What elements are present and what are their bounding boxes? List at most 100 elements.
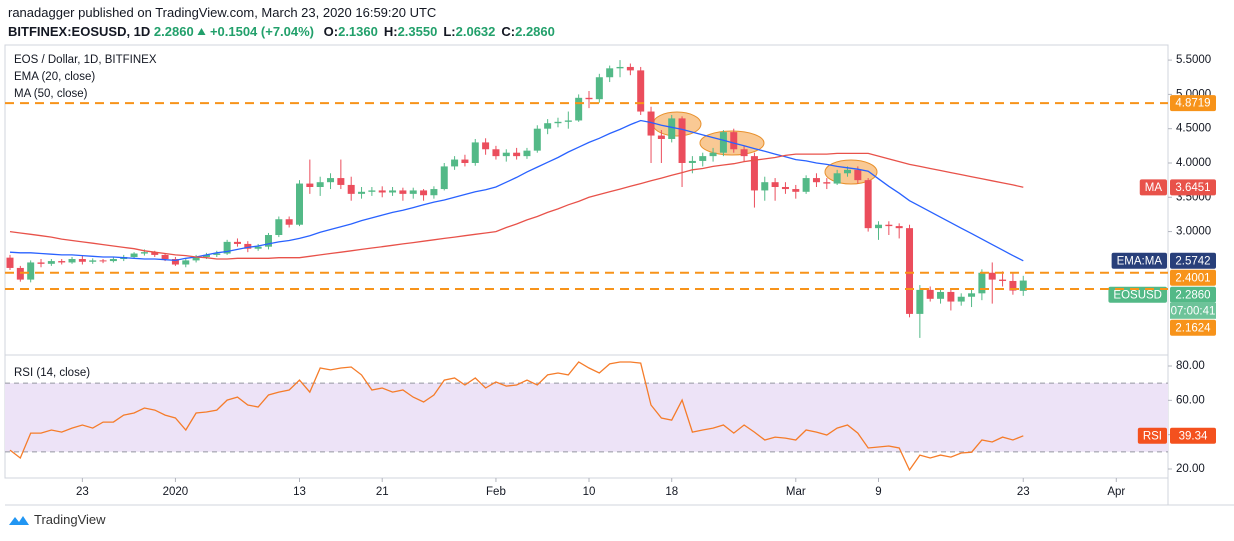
candle-body xyxy=(626,66,634,71)
candle-body xyxy=(58,261,66,263)
candle-body xyxy=(430,189,438,196)
candle-body xyxy=(761,182,769,191)
candle-body xyxy=(244,243,252,249)
candle-body xyxy=(544,123,552,129)
candle-body xyxy=(78,259,86,262)
candle-body xyxy=(358,191,366,194)
candle-body xyxy=(564,120,572,122)
y-tick-label: 80.00 xyxy=(1176,360,1205,372)
candle-body xyxy=(606,68,614,78)
candle-body xyxy=(585,97,593,100)
tag-name: EOSUSD xyxy=(1113,289,1162,301)
candle-body xyxy=(968,293,976,297)
candle-body xyxy=(812,178,820,183)
candle-body xyxy=(843,169,851,174)
candle-body xyxy=(833,173,841,184)
tag-name-box xyxy=(1137,427,1167,444)
price-tag-label: 39.34 xyxy=(1179,430,1208,442)
up-arrow xyxy=(197,28,206,35)
candle-body xyxy=(409,190,417,194)
last-price: 2.2860 xyxy=(153,24,194,39)
y-tick-label: 20.00 xyxy=(1176,463,1205,475)
price-tag xyxy=(1170,269,1216,286)
x-tick-label: 9 xyxy=(875,486,881,498)
rsi-line xyxy=(9,361,1024,472)
candle-body xyxy=(1009,280,1017,291)
candle-body xyxy=(6,257,14,268)
candle-body xyxy=(171,259,179,265)
candle-body xyxy=(151,252,159,255)
change: +0.1504 (+7.04%) xyxy=(209,24,315,39)
candle-body xyxy=(451,159,459,167)
candle-body xyxy=(140,252,148,254)
legend-entry: EMA (20, close) xyxy=(14,71,95,83)
price-tag xyxy=(1170,286,1216,303)
tag-name-box xyxy=(1139,179,1167,196)
symbol: BITFINEX:EOSUSD, 1D xyxy=(8,24,151,39)
candle-body xyxy=(223,241,231,254)
price-tag xyxy=(1170,95,1216,112)
candle-body xyxy=(399,190,407,194)
header: ranadagger published on TradingView.com,… xyxy=(8,3,555,41)
candle-body xyxy=(864,180,872,229)
candle-body xyxy=(296,183,303,225)
candle-body xyxy=(699,156,707,161)
tag-name-box xyxy=(1108,286,1167,303)
candle-body xyxy=(792,189,800,192)
candle-body xyxy=(337,178,345,185)
candle-body xyxy=(27,262,35,280)
candle-body xyxy=(719,132,727,153)
price-tag-label: 4.8719 xyxy=(1175,98,1210,110)
candle-body xyxy=(213,253,221,255)
candle-body xyxy=(999,279,1007,281)
candle-body xyxy=(202,254,210,257)
candle-body xyxy=(637,70,645,112)
candle-body xyxy=(668,118,676,139)
candle-body xyxy=(89,260,97,262)
candle-body xyxy=(533,128,541,151)
candle-body xyxy=(513,152,521,157)
ohlc-label: C: xyxy=(501,24,516,39)
indicator-line xyxy=(9,119,1024,262)
candle-body xyxy=(378,190,386,193)
x-tick-label: 2020 xyxy=(163,486,189,498)
price-tag-label: 2.1624 xyxy=(1175,322,1211,334)
candle-body xyxy=(937,291,945,299)
candle-body xyxy=(389,190,397,193)
x-tick-label: 13 xyxy=(293,486,306,498)
candle-body xyxy=(647,111,655,136)
x-tick-label: Apr xyxy=(1107,486,1125,498)
price-tag-label: 2.5742 xyxy=(1175,255,1210,267)
brand: TradingView xyxy=(34,512,106,527)
y-tick-label: 5.5000 xyxy=(1176,54,1211,66)
candle-body xyxy=(554,121,562,124)
candle-body xyxy=(368,190,376,192)
quote-line: BITFINEX:EOSUSD, 1D 2.2860 +0.1504 (+7.0… xyxy=(8,22,555,41)
x-tick-label: 21 xyxy=(376,486,389,498)
candle-body xyxy=(875,224,882,229)
candle-body xyxy=(482,142,490,150)
tag-name: MA xyxy=(1145,182,1163,194)
candle-body xyxy=(926,289,934,299)
candle-body xyxy=(575,97,583,121)
price-tag xyxy=(1170,427,1216,444)
candle-body xyxy=(771,182,779,187)
candle-body xyxy=(130,253,138,257)
candle-body xyxy=(327,178,335,183)
candle-body xyxy=(161,254,169,260)
countdown-box xyxy=(1170,302,1216,319)
x-tick-label: 10 xyxy=(583,486,596,498)
candle-body xyxy=(781,186,789,190)
candle-body xyxy=(316,182,324,187)
price-tag-label: 2.2860 xyxy=(1175,289,1210,301)
logo xyxy=(9,515,29,525)
candle-body xyxy=(233,241,241,244)
candle-body xyxy=(109,259,117,262)
ohlc-value: 2.1360 xyxy=(338,24,378,39)
candle-body xyxy=(99,260,107,262)
candle-body xyxy=(1019,280,1027,291)
candle-body xyxy=(885,224,893,227)
y-tick-label: 4.0000 xyxy=(1176,157,1211,169)
